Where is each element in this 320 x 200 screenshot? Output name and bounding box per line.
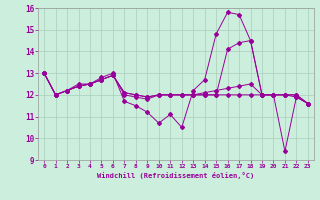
X-axis label: Windchill (Refroidissement éolien,°C): Windchill (Refroidissement éolien,°C)	[97, 172, 255, 179]
